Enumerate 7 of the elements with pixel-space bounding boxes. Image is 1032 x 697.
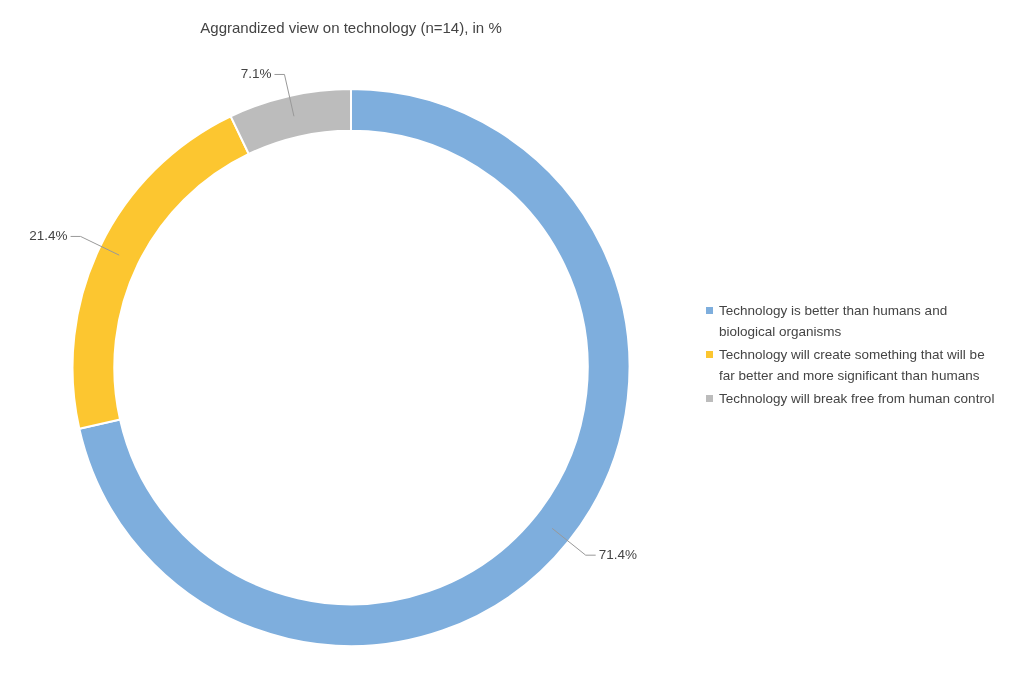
legend-label: Technology is better than humans and biological organisms: [719, 302, 949, 341]
legend-label: Technology will break free from human control: [719, 390, 995, 408]
legend-label: Technology will create something that will be far better and more significant than humans: [719, 346, 986, 385]
chart-title: Aggrandized view on technology (n=14), in %: [200, 19, 502, 37]
data-label: 7.1%: [240, 66, 272, 82]
data-label: 71.4%: [598, 546, 637, 562]
data-label: 21.4%: [29, 228, 68, 244]
